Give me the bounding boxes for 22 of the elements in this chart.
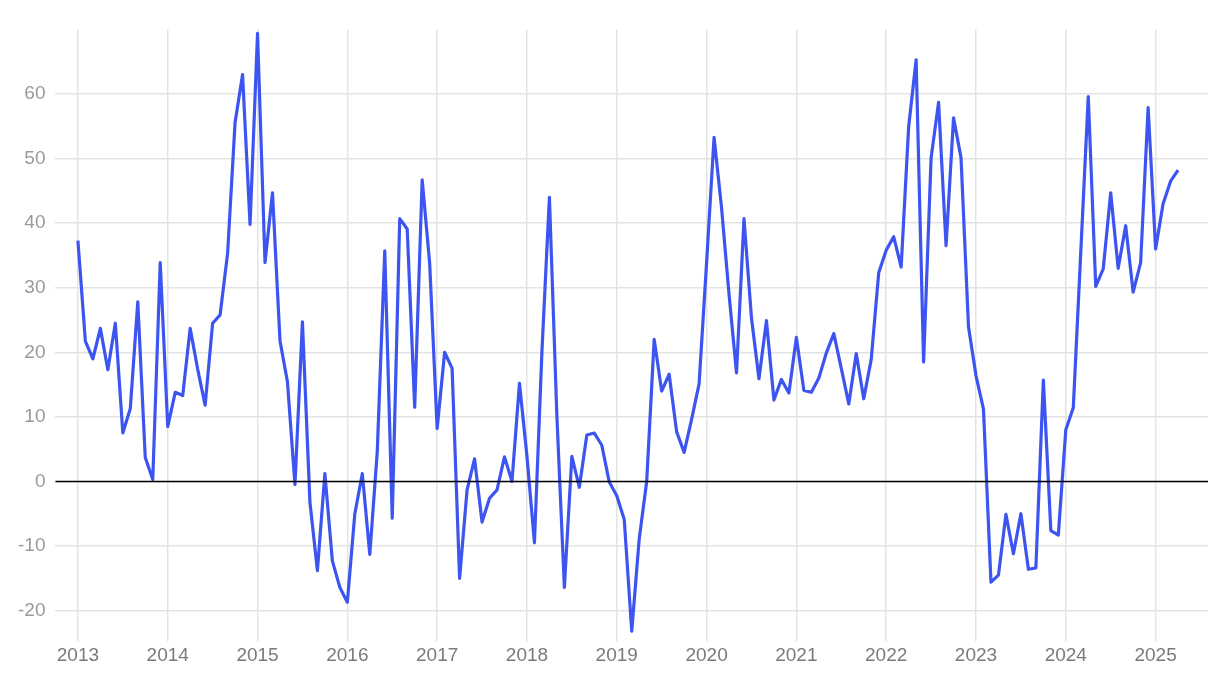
y-tick-label: -10	[17, 534, 46, 556]
x-tick-label: 2023	[954, 643, 998, 665]
x-tick-label: 2015	[236, 643, 279, 665]
x-tick-label: 2019	[595, 643, 638, 665]
x-tick-label: 2014	[146, 643, 190, 665]
x-tick-label: 2016	[326, 643, 369, 665]
y-tick-label: 10	[24, 405, 46, 427]
x-tick-label: 2021	[775, 643, 818, 665]
y-tick-label: 20	[24, 340, 46, 362]
y-tick-label: 0	[34, 469, 46, 491]
x-tick-label: 2017	[416, 643, 459, 665]
x-tick-label: 2013	[56, 643, 100, 665]
x-tick-label: 2020	[685, 643, 728, 665]
y-tick-label: 50	[24, 146, 46, 168]
x-tick-label: 2018	[505, 643, 549, 665]
y-tick-label: -20	[17, 598, 46, 620]
x-tick-label: 2022	[865, 643, 908, 665]
x-tick-label: 2024	[1044, 643, 1088, 665]
x-tick-label: 2025	[1134, 643, 1177, 665]
y-tick-label: 60	[24, 82, 46, 104]
y-tick-label: 30	[24, 275, 46, 297]
y-tick-label: 40	[24, 211, 46, 233]
